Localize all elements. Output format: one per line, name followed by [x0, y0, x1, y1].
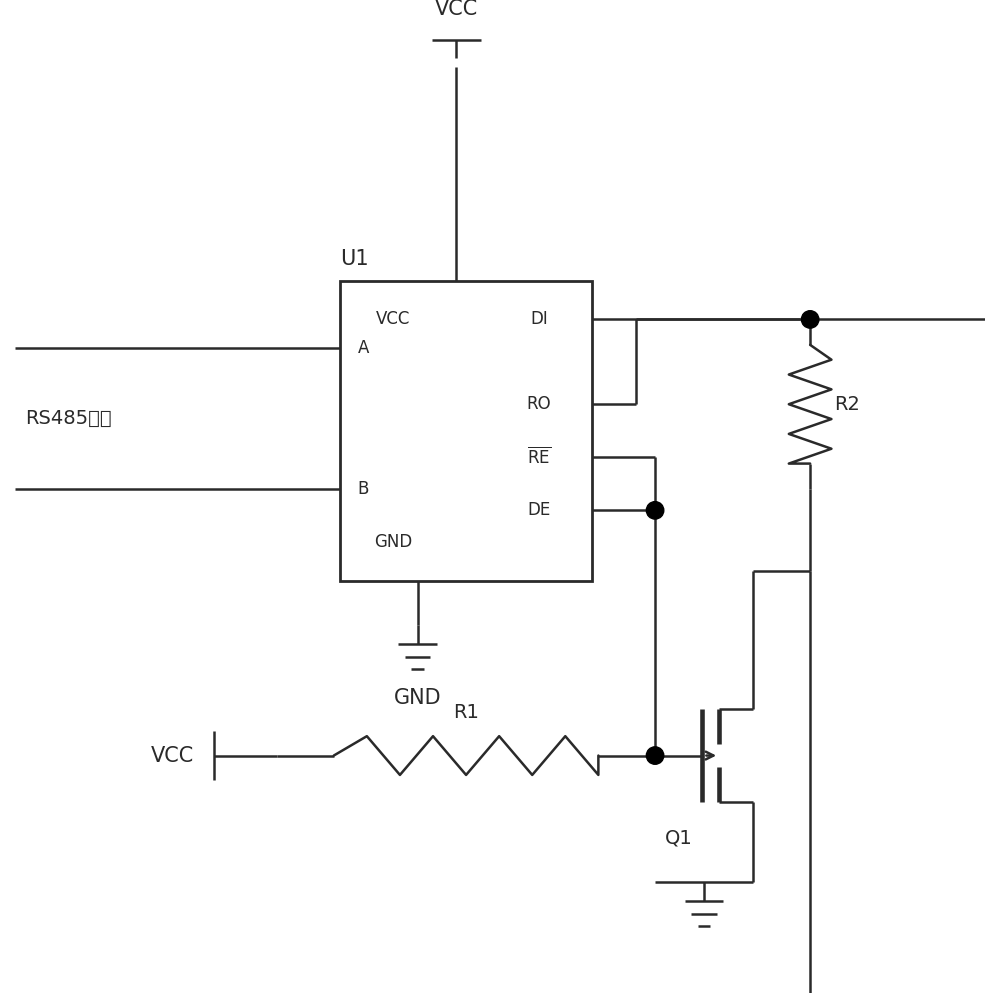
Bar: [340, 281, 592, 581]
Circle shape: [801, 311, 819, 328]
Text: $\overline{\mathrm{RE}}$: $\overline{\mathrm{RE}}$: [527, 447, 551, 468]
Circle shape: [646, 747, 664, 765]
Text: RO: RO: [526, 395, 551, 413]
Text: U1: U1: [340, 249, 369, 269]
Circle shape: [646, 501, 664, 519]
Text: Q1: Q1: [665, 828, 693, 847]
Text: RS485总线: RS485总线: [25, 409, 112, 428]
Text: VCC: VCC: [435, 0, 478, 19]
Text: DI: DI: [530, 311, 548, 329]
Text: GND: GND: [374, 533, 413, 551]
Text: VCC: VCC: [151, 746, 194, 766]
Text: DE: DE: [527, 501, 550, 519]
Text: R1: R1: [453, 703, 479, 722]
Text: VCC: VCC: [376, 311, 411, 329]
Text: GND: GND: [394, 688, 441, 708]
Text: R2: R2: [834, 395, 860, 414]
Text: B: B: [358, 480, 369, 498]
Text: A: A: [358, 340, 369, 357]
